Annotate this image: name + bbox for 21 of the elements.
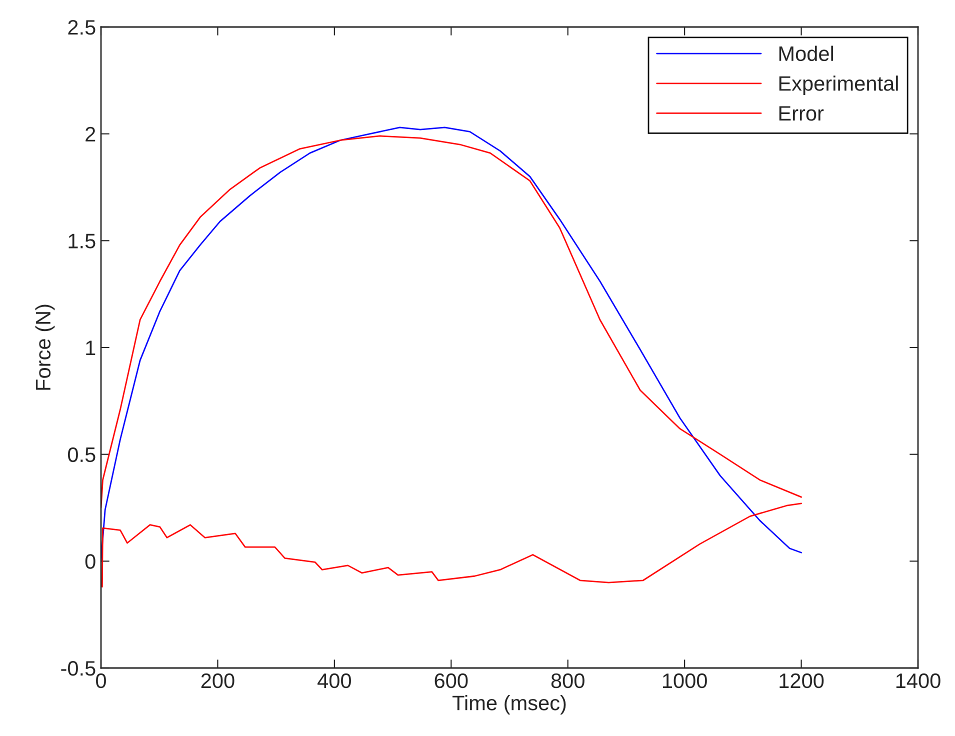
x-tick-label: 1200 — [780, 673, 824, 688]
y-tick-label: -0.5 — [61, 661, 96, 676]
x-tick-label: 0 — [96, 673, 106, 688]
x-axis-title: Time (msec) — [452, 695, 566, 714]
x-tick-label: 400 — [318, 673, 351, 688]
y-tick-label: 2.5 — [68, 20, 96, 35]
y-tick-label: 1.5 — [68, 234, 96, 248]
y-tick-label: 2 — [86, 126, 96, 142]
legend-label: Error — [779, 106, 824, 121]
x-tick-label: 1000 — [662, 673, 707, 688]
legend-label: Model — [779, 46, 834, 62]
y-tick-label: 0 — [85, 554, 96, 569]
y-tick-label: 1 — [86, 340, 96, 356]
x-tick-label: 1400 — [896, 673, 940, 688]
legend-label: Experimental — [779, 76, 898, 96]
x-tick-label: 600 — [434, 673, 468, 688]
x-tick-label: 200 — [201, 673, 234, 688]
y-tick-label: 0.5 — [68, 447, 96, 462]
line-series — [101, 502, 802, 588]
x-tick-label: 800 — [551, 673, 584, 688]
y-axis-title: Force (N) — [35, 304, 55, 390]
